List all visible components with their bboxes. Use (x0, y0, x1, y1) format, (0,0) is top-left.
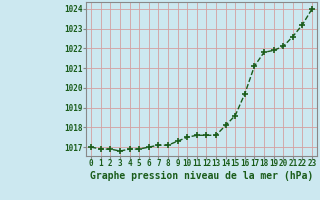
X-axis label: Graphe pression niveau de la mer (hPa): Graphe pression niveau de la mer (hPa) (90, 171, 313, 181)
